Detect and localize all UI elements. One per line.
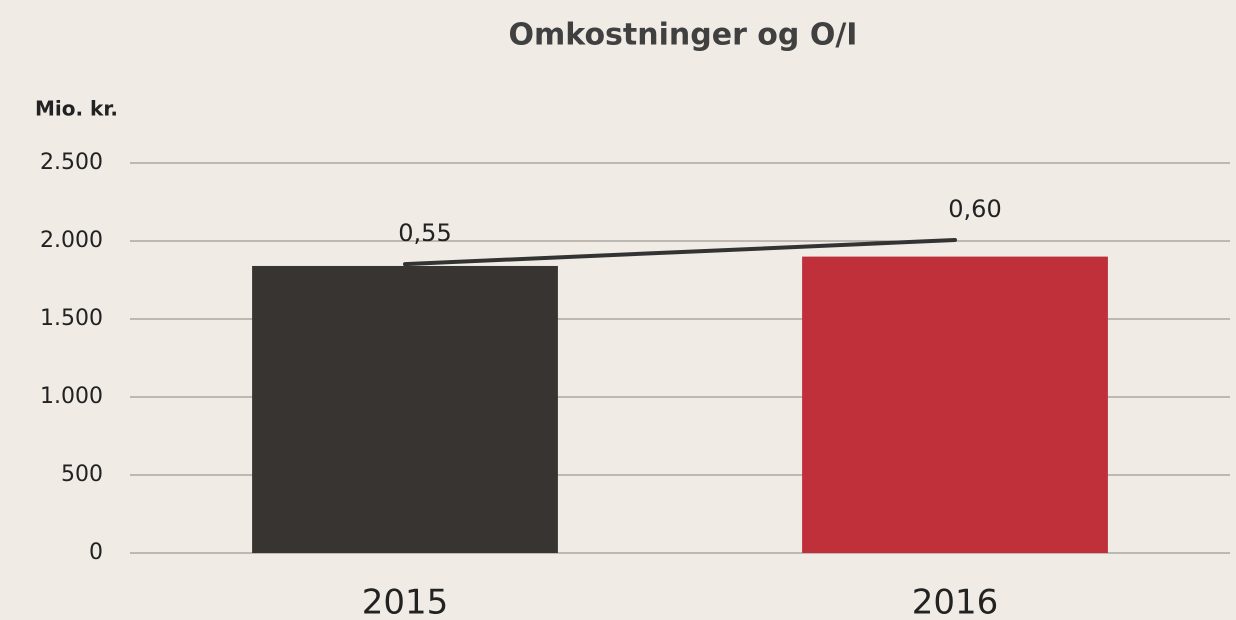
x-tick-label: 2015 <box>362 583 449 620</box>
line <box>403 238 957 267</box>
data-label: 0,60 <box>948 195 1001 223</box>
y-tick-label: 1.000 <box>40 384 103 409</box>
y-tick-label: 0 <box>89 540 103 565</box>
y-tick-label: 1.500 <box>40 306 103 331</box>
bar <box>252 265 558 553</box>
y-tick-label: 2.500 <box>40 150 103 175</box>
chart-title: Omkostninger og O/I <box>509 18 858 53</box>
data-label: 0,55 <box>398 219 451 247</box>
y-axis-label: Mio. kr. <box>35 97 118 121</box>
y-tick-label: 2.000 <box>40 228 103 253</box>
bar <box>802 256 1108 553</box>
y-tick-label: 500 <box>61 462 103 487</box>
x-tick-label: 2016 <box>912 583 999 620</box>
